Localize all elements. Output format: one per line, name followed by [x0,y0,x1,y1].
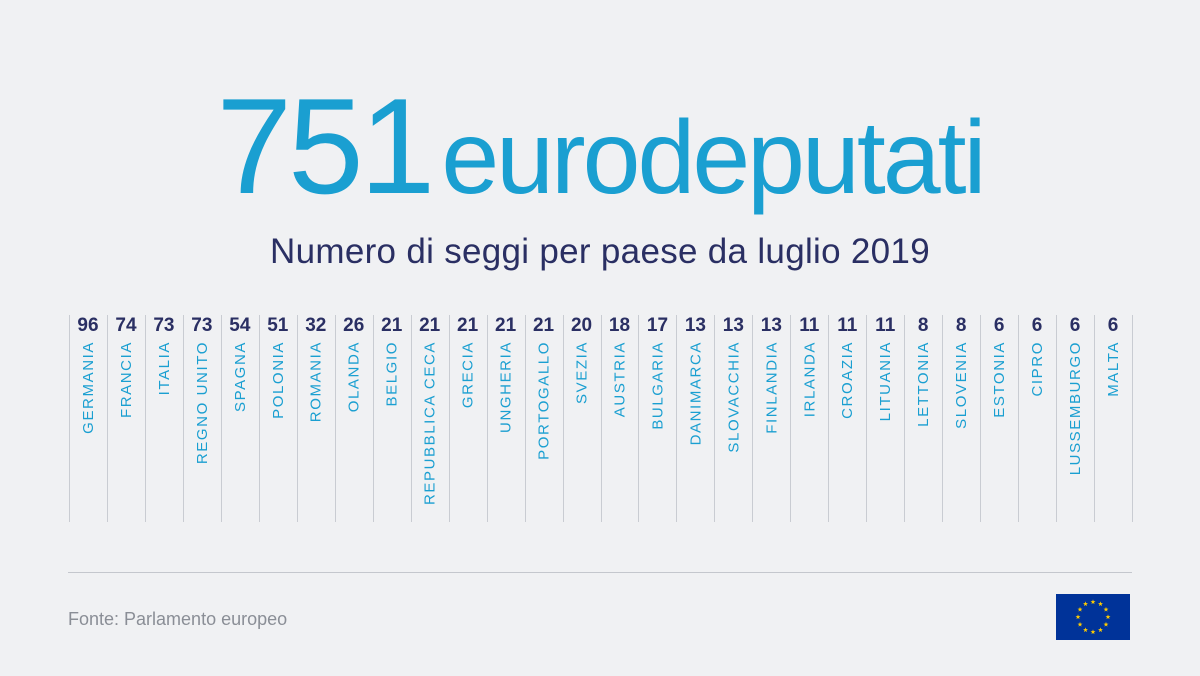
star-icon [1083,627,1088,633]
seat-value: 6 [1108,315,1119,336]
country-label: GRECIA [460,341,477,408]
footer-divider [68,572,1132,573]
seat-value: 13 [723,315,744,336]
headline-word: eurodeputati [441,100,986,216]
country-label: MALTA [1105,341,1122,397]
country-label: OLANDA [346,341,363,412]
eu-flag-icon [1056,594,1130,640]
seats-chart: 96 GERMANIA 74 FRANCIA 73 ITALIA 73 REGNO UNITO… [69,315,1133,522]
seat-value: 96 [77,315,98,336]
country-label: BULGARIA [649,341,666,430]
headline-number: 751 [216,70,435,222]
country-label: POLONIA [270,341,287,419]
country-label: REGNO UNITO [194,341,211,464]
country-label: CIPRO [1029,341,1046,397]
country-label: IRLANDA [801,341,818,417]
country-label: BELGIO [384,341,401,406]
star-icon [1103,621,1109,627]
seat-value: 13 [761,315,782,336]
country-label: REPUBBLICA CECA [422,341,439,505]
seat-value: 6 [994,315,1005,336]
country-label: SVEZIA [573,341,590,404]
star-icon [1090,629,1096,635]
seat-value: 20 [571,315,592,336]
seat-value: 26 [343,315,364,336]
chart-subtitle: Numero di seggi per paese da luglio 2019 [270,232,930,271]
star-icon [1098,601,1103,607]
country-label: FRANCIA [118,341,135,418]
seat-value: 8 [918,315,929,336]
country-label: ROMANIA [308,341,325,422]
seat-value: 54 [229,315,251,336]
country-label: UNGHERIA [498,341,515,433]
seat-value: 21 [457,315,479,336]
country-label: DANIMARCA [687,341,704,445]
seat-value: 32 [305,315,326,336]
star-icon [1077,606,1083,612]
seat-value: 21 [533,315,555,336]
country-label: SLOVACCHIA [725,341,742,453]
headline: 751eurodeputati [0,78,1200,214]
seat-value: 11 [837,315,858,336]
source-note: Fonte: Parlamento europeo [68,609,288,629]
seat-value: 11 [799,315,820,336]
star-icon [1083,601,1088,607]
star-icon [1090,599,1096,605]
country-label: FINLANDIA [763,341,780,434]
country-label: AUSTRIA [611,341,628,417]
seat-value: 74 [115,315,137,336]
country-label: ESTONIA [991,341,1008,418]
seat-value: 21 [419,315,441,336]
seat-value: 6 [1070,315,1081,336]
country-label: SPAGNA [232,341,249,412]
country-label: GERMANIA [80,341,97,434]
seat-value: 13 [685,315,706,336]
country-label: LETTONIA [915,341,932,427]
seat-value: 51 [267,315,289,336]
country-label: PORTOGALLO [536,341,553,460]
star-icon [1103,606,1109,612]
seat-value: 21 [381,315,403,336]
seat-value: 6 [1032,315,1043,336]
eu-flag-graphic [1056,594,1130,640]
country-label: CROAZIA [839,341,856,419]
seat-value: 73 [153,315,174,336]
country-label: ITALIA [156,341,173,395]
seat-value: 17 [647,315,668,336]
star-icon [1105,614,1111,620]
country-label: LUSSEMBURGO [1067,341,1084,475]
country-label: SLOVENIA [953,341,970,429]
country-label: LITUANIA [877,341,894,421]
seat-value: 18 [609,315,630,336]
star-icon [1098,627,1103,633]
star-icon [1077,621,1083,627]
seat-value: 8 [956,315,967,336]
seat-value: 73 [191,315,212,336]
seat-value: 11 [875,315,896,336]
star-icon [1075,614,1081,620]
seat-value: 21 [495,315,517,336]
